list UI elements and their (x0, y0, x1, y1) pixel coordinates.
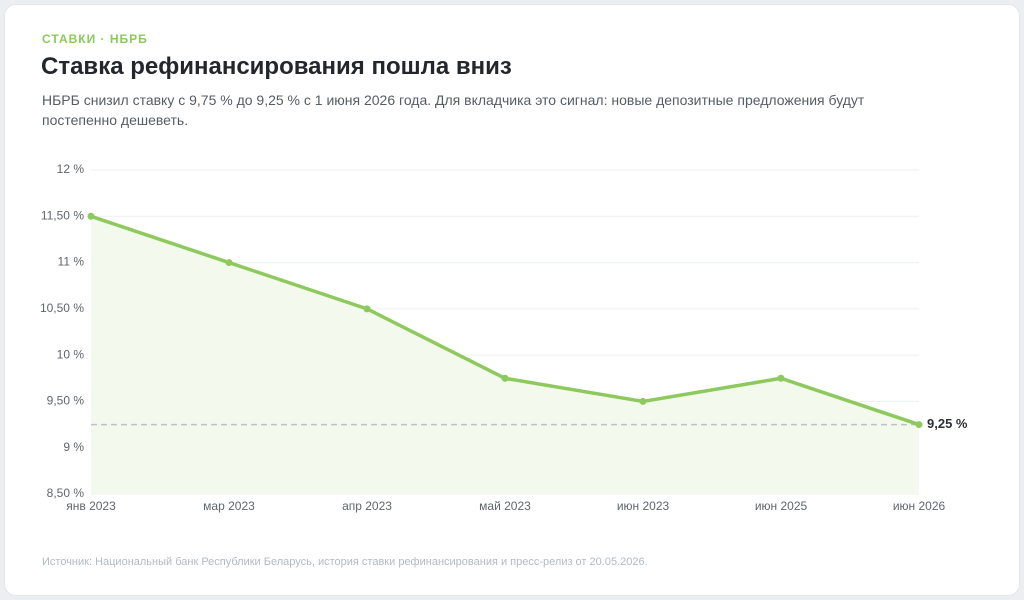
y-tick-label: 9,50 % (47, 394, 85, 408)
x-tick-label: мар 2023 (203, 499, 255, 513)
source-note: Источник: Национальный банк Республики Б… (42, 556, 648, 568)
point (363, 305, 371, 313)
chart-title: Ставка рефинансирования пошла вниз (41, 53, 512, 80)
point (639, 397, 647, 405)
x-tick-label: июн 2023 (617, 499, 670, 513)
y-tick-label: 10 % (57, 347, 85, 361)
y-tick-label: 11 % (58, 255, 85, 269)
y-tick-label: 11,50 % (41, 208, 84, 222)
reference-label: 9,25 % (927, 416, 968, 431)
point (87, 212, 95, 220)
point (777, 374, 785, 382)
y-tick-label: 8,50 % (47, 486, 85, 500)
x-tick-label: июн 2026 (893, 499, 946, 513)
point (501, 374, 509, 382)
y-tick-label: 9 % (63, 440, 84, 454)
x-tick-label: апр 2023 (342, 499, 392, 513)
point (915, 421, 923, 429)
point (225, 259, 233, 267)
x-tick-label: май 2023 (479, 499, 531, 513)
x-tick-label: янв 2023 (66, 499, 116, 513)
x-tick-label: июн 2025 (755, 499, 808, 513)
kicker: СТАВКИ · НБРБ (42, 32, 148, 46)
subtitle: НБРБ снизил ставку с 9,75 % до 9,25 % с … (42, 92, 865, 128)
y-tick-label: 12 % (57, 162, 85, 176)
y-tick-label: 10,50 % (40, 301, 84, 315)
